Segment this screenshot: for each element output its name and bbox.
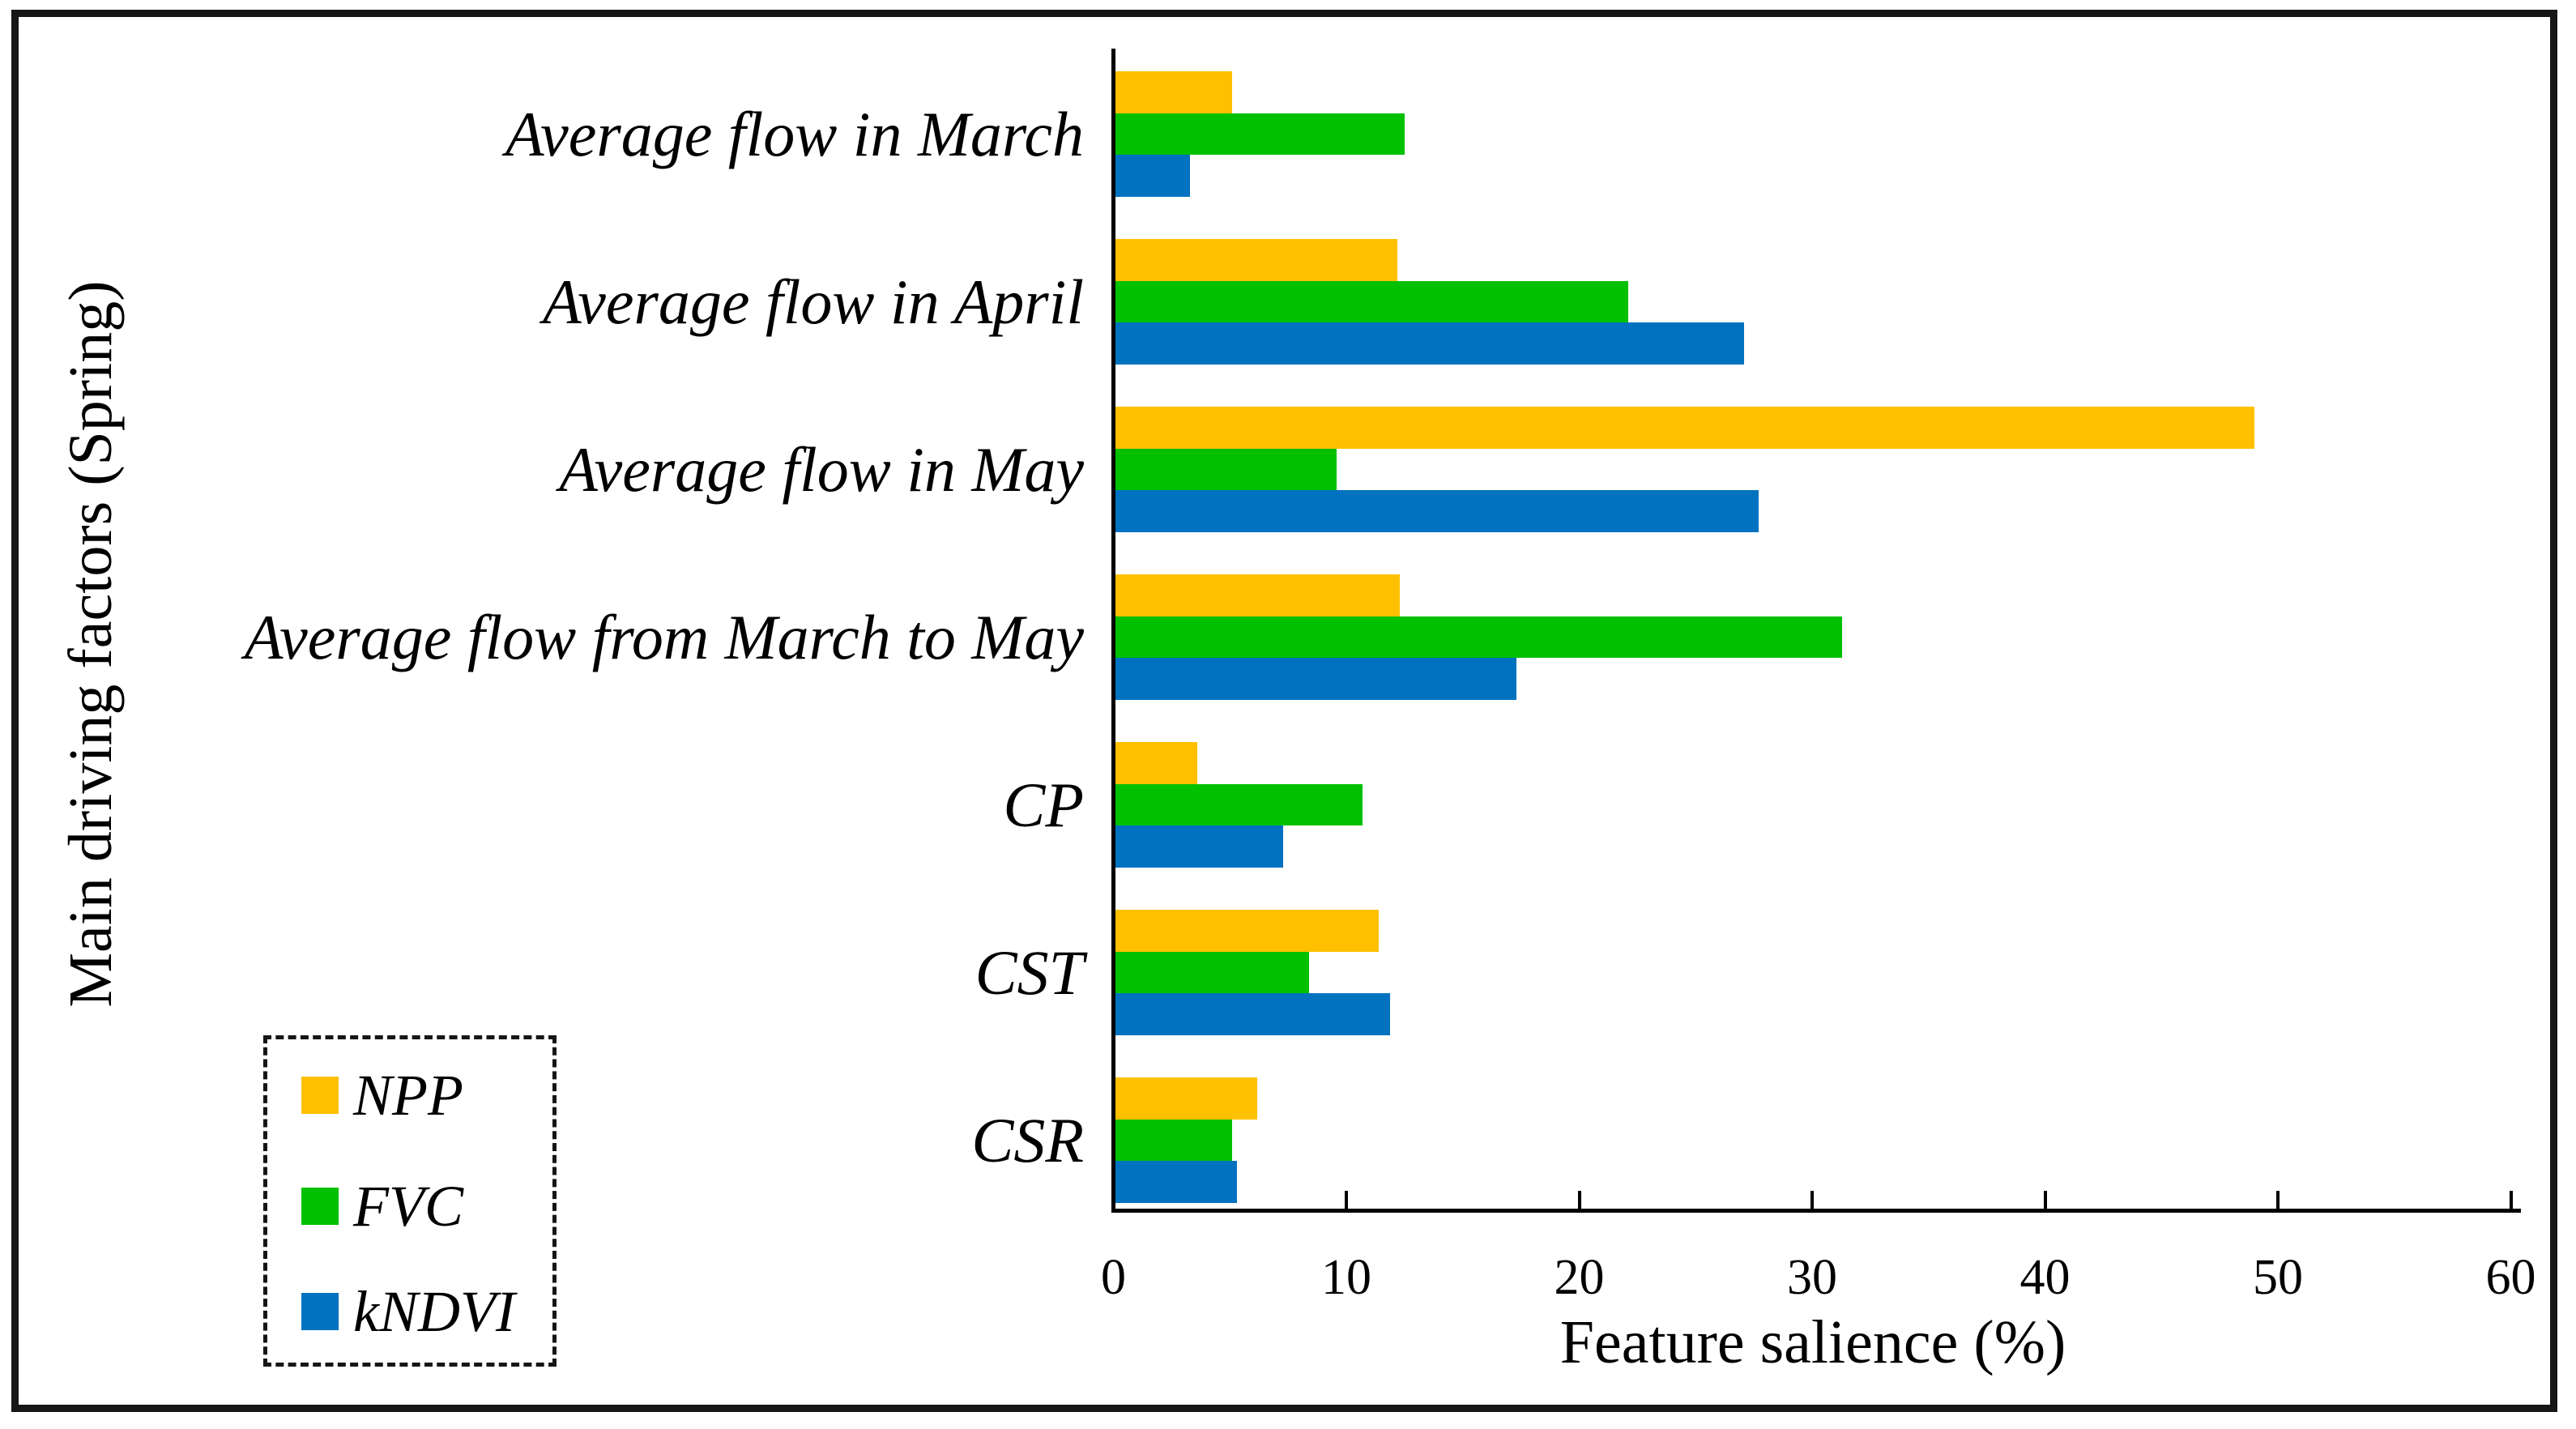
- bar-kndvi-4: [1115, 825, 1283, 868]
- bar-fvc-3: [1115, 616, 1842, 659]
- legend-label-kndvi: kNDVI: [353, 1279, 515, 1344]
- x-tick-50: [2276, 1191, 2280, 1209]
- x-tick-label-50: 50: [2253, 1250, 2303, 1305]
- x-axis-line: [1111, 1209, 2521, 1213]
- bar-fvc-6: [1115, 1119, 1232, 1162]
- x-tick-label-30: 30: [1787, 1250, 1837, 1305]
- x-tick-label-10: 10: [1321, 1250, 1371, 1305]
- bar-kndvi-5: [1115, 993, 1391, 1036]
- bar-npp-0: [1115, 71, 1232, 113]
- bar-npp-3: [1115, 574, 1400, 616]
- category-label-6: CSR: [971, 1104, 1084, 1175]
- bar-kndvi-0: [1115, 155, 1190, 198]
- legend-swatch-kndvi: [301, 1293, 339, 1330]
- x-tick-label-0: 0: [1101, 1250, 1126, 1305]
- bar-fvc-1: [1115, 280, 1628, 323]
- x-tick-label-40: 40: [2019, 1250, 2071, 1305]
- bar-fvc-2: [1115, 448, 1337, 491]
- legend-swatch-fvc: [301, 1188, 339, 1225]
- bar-npp-5: [1115, 910, 1379, 952]
- x-tick-10: [1345, 1191, 1348, 1209]
- bar-fvc-0: [1115, 113, 1405, 156]
- bar-kndvi-2: [1115, 490, 1759, 533]
- legend-item-fvc: FVC: [301, 1174, 463, 1239]
- figure-border: [11, 10, 2557, 1412]
- bar-kndvi-3: [1115, 658, 1516, 701]
- x-axis-title: Feature salience (%): [1559, 1308, 2066, 1376]
- x-tick-label-60: 60: [2485, 1250, 2536, 1305]
- x-tick-label-20: 20: [1554, 1250, 1605, 1305]
- legend-label-fvc: FVC: [353, 1174, 463, 1239]
- x-tick-60: [2509, 1191, 2513, 1209]
- bar-kndvi-6: [1115, 1161, 1237, 1204]
- bar-fvc-4: [1115, 783, 1363, 826]
- bar-npp-4: [1115, 742, 1197, 784]
- category-label-5: CST: [975, 936, 1084, 1008]
- category-label-1: Average flow in April: [542, 266, 1084, 337]
- category-label-2: Average flow in May: [559, 433, 1084, 505]
- bar-npp-1: [1115, 239, 1397, 281]
- category-label-3: Average flow from March to May: [244, 601, 1084, 672]
- category-label-4: CP: [1003, 769, 1084, 840]
- legend-item-kndvi: kNDVI: [301, 1279, 515, 1344]
- bar-npp-2: [1115, 407, 2254, 449]
- legend-label-npp: NPP: [353, 1063, 463, 1128]
- legend-swatch-npp: [301, 1077, 339, 1114]
- bar-kndvi-1: [1115, 322, 1745, 365]
- x-tick-30: [1810, 1191, 1814, 1209]
- x-tick-20: [1577, 1191, 1581, 1209]
- bar-npp-6: [1115, 1077, 1258, 1120]
- legend: NPP FVC kNDVI: [263, 1035, 557, 1367]
- bar-fvc-5: [1115, 951, 1309, 994]
- y-axis-line: [1111, 49, 1115, 1213]
- x-tick-40: [2043, 1191, 2047, 1209]
- category-label-0: Average flow in March: [505, 98, 1084, 169]
- legend-item-npp: NPP: [301, 1063, 463, 1128]
